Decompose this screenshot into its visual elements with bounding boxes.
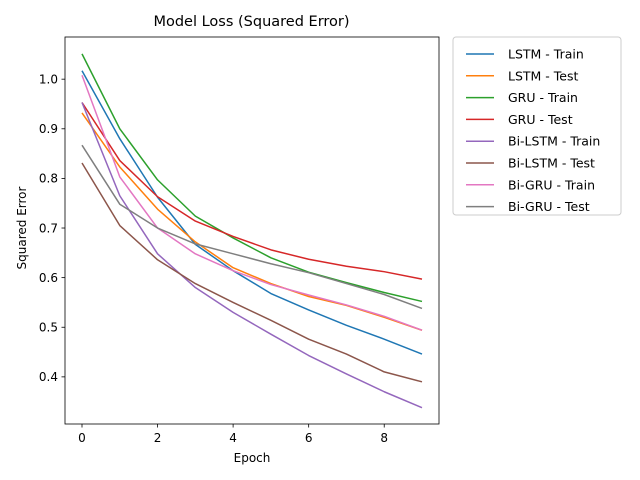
y-tick-label: 1.0 [39,72,58,86]
y-tick-label: 0.8 [39,172,58,186]
x-tick-label: 8 [380,431,388,445]
legend-box [452,36,622,216]
series-line-gru-train [81,53,423,303]
y-axis-title: Squared Error [15,186,29,269]
x-tick-label: 0 [78,431,86,445]
plot-frame [64,36,440,425]
series-lines [81,53,423,409]
y-tick-label: 0.5 [39,321,58,335]
legend-label: LSTM - Train [508,47,584,62]
series-line-gru-test [81,102,423,280]
series-line-bi-gru-train [81,74,423,331]
legend: LSTM - Train LSTM - Test GRU - Train GRU - … [452,36,622,216]
y-tick-label: 0.9 [39,122,58,136]
legend-label: Bi-GRU - Train [508,177,595,192]
legend-label: GRU - Test [508,112,573,127]
y-tick-label: 0.6 [39,271,58,285]
legend-label: GRU - Train [508,90,578,105]
x-tick-label: 6 [305,431,313,445]
x-tick-label: 2 [154,431,162,445]
legend-label: Bi-GRU - Test [508,199,590,214]
series-line-bi-lstm-test [81,162,423,383]
x-axis-title: Epoch [234,451,271,465]
series-line-lstm-train [81,70,423,355]
series-line-bi-gru-test [81,144,423,310]
legend-label: Bi-LSTM - Test [508,156,595,171]
y-tick-label: 0.4 [39,370,58,384]
x-axis: 0 2 4 6 8 [78,424,388,445]
y-tick-label: 0.7 [39,221,58,235]
legend-label: Bi-LSTM - Train [508,134,600,149]
legend-label: LSTM - Test [508,68,578,83]
chart-title: Model Loss (Squared Error) [153,14,349,30]
y-axis: 0.4 0.5 0.6 0.7 0.8 0.9 1.0 [39,72,65,384]
x-tick-label: 4 [229,431,237,445]
series-line-bi-lstm-train [81,102,423,409]
